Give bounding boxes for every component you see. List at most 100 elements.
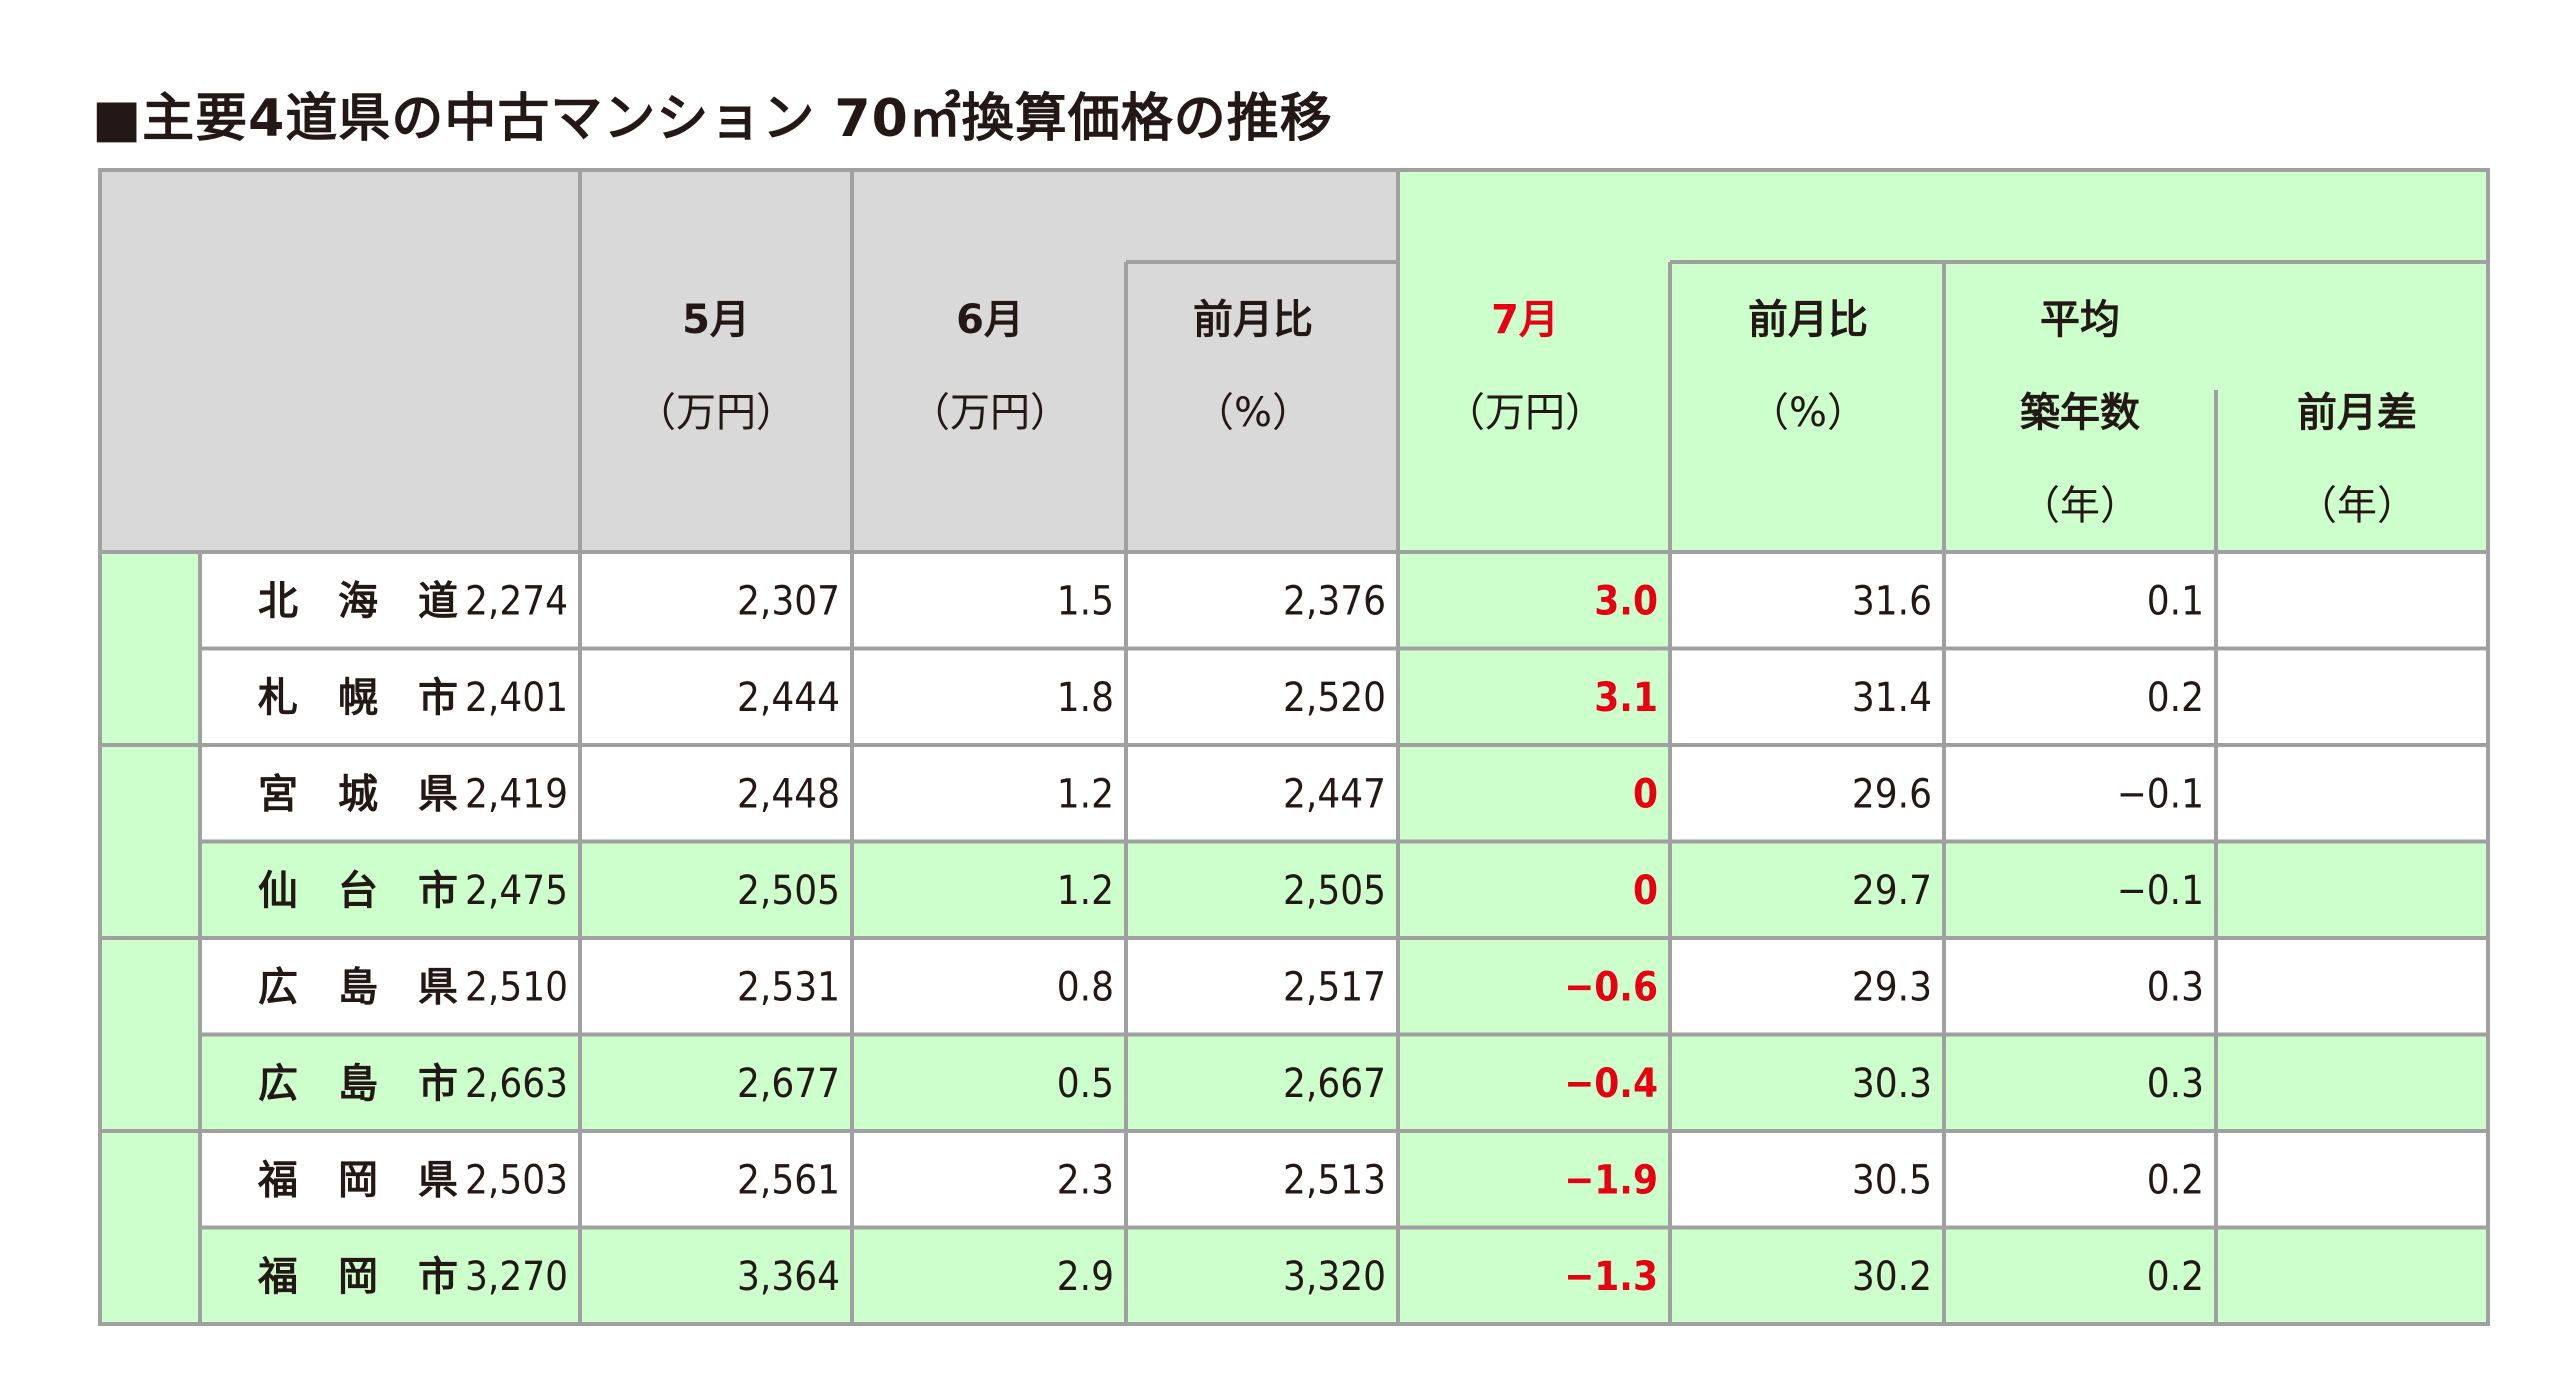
row-bg: [200, 552, 1398, 649]
row-bg: [200, 1131, 1398, 1228]
header-may: 5月: [682, 297, 750, 343]
cell-age-diff: 0.2: [2147, 1157, 2204, 1203]
cell-may: 2,401: [465, 675, 568, 721]
cell-jun: 2,505: [737, 868, 840, 914]
cell-age: 31.4: [1852, 675, 1932, 721]
row-name: 広 島 市: [258, 1061, 458, 1107]
cell-mom1: 1.2: [1057, 868, 1114, 914]
cell-mom2: −1.3: [1564, 1254, 1658, 1300]
table-row: 仙 台 市 2,475 2,505 1.2 2,505 0 29.7 −0.1: [258, 868, 2204, 914]
row-name: 宮 城 県: [258, 771, 458, 817]
cell-jun: 2,531: [737, 964, 840, 1010]
header-jun-unit: （万円）: [910, 390, 1070, 436]
cell-mom2: −0.6: [1564, 964, 1658, 1010]
row-bg: [200, 938, 1398, 1035]
table-row: 福 岡 県 2,503 2,561 2.3 2,513 −1.9 30.5 0.2: [257, 1157, 2204, 1203]
row-bg: [1670, 1131, 2488, 1228]
header-age: 築年数: [2020, 390, 2140, 436]
header-jul: 7月: [1491, 297, 1559, 343]
cell-jul: 2,447: [1283, 771, 1386, 817]
table-fills: [100, 170, 2488, 1324]
cell-may: 2,510: [465, 964, 568, 1010]
cell-mom1: 2.9: [1057, 1254, 1114, 1300]
cell-mom1: 1.8: [1057, 675, 1114, 721]
table-row: 北 海 道 2,274 2,307 1.5 2,376 3.0 31.6 0.1: [258, 578, 2204, 624]
cell-jul: 2,667: [1283, 1061, 1386, 1107]
table-body: 北 海 道 2,274 2,307 1.5 2,376 3.0 31.6 0.1札 幌 市 2,…: [257, 578, 2204, 1300]
table-grid: [98, 168, 2490, 1326]
page-title: ■主要4道県の中古マンション 70㎡換算価格の推移: [92, 89, 1333, 149]
cell-jun: 2,307: [737, 578, 840, 624]
header-mom2-unit: （%）: [1749, 390, 1867, 436]
cell-mom1: 1.5: [1057, 578, 1114, 624]
cell-age-diff: 0.2: [2147, 675, 2204, 721]
cell-age: 30.3: [1852, 1061, 1932, 1107]
row-bg: [1398, 938, 1670, 1035]
row-bg: [200, 745, 1398, 842]
cell-jul: 2,513: [1283, 1157, 1386, 1203]
cell-may: 2,274: [465, 578, 568, 624]
header-mom1: 前月比: [1193, 297, 1313, 343]
row-bg: [1670, 745, 2488, 842]
table-row: 広 島 市 2,663 2,677 0.5 2,667 −0.4 30.3 0.3: [258, 1061, 2204, 1107]
cell-mom1: 2.3: [1057, 1157, 1114, 1203]
header-jul-unit: （万円）: [1445, 390, 1605, 436]
row-name: 北 海 道: [258, 578, 458, 624]
header-may-unit: （万円）: [636, 390, 796, 436]
row-bg: [1670, 938, 2488, 1035]
header-age-diff-unit: （年）: [2297, 483, 2417, 529]
cell-age-diff: 0.3: [2147, 1061, 2204, 1107]
row-bg: [200, 648, 1398, 745]
header-gray-bg: [100, 170, 1398, 552]
header-age-diff: 前月差: [2297, 390, 2417, 436]
cell-may: 2,419: [465, 771, 568, 817]
cell-age: 29.3: [1852, 964, 1932, 1010]
row-name: 福 岡 市: [257, 1254, 458, 1300]
cell-jul: 2,376: [1283, 578, 1386, 624]
cell-jun: 2,677: [737, 1061, 840, 1107]
cell-jul: 3,320: [1283, 1254, 1386, 1300]
cell-mom2: 0: [1633, 771, 1658, 817]
header-mom1-unit: （%）: [1194, 390, 1312, 436]
row-bg: [1670, 648, 2488, 745]
row-name: 福 岡 県: [257, 1157, 458, 1203]
table-header: 5月 （万円） 6月 （万円） 前月比 （%） 7月 （万円） 前月比 （%） …: [636, 297, 2417, 529]
cell-mom1: 1.2: [1057, 771, 1114, 817]
cell-mom1: 0.8: [1057, 964, 1114, 1010]
header-jun: 6月: [956, 297, 1024, 343]
cell-age-diff: 0.3: [2147, 964, 2204, 1010]
table-row: 宮 城 県 2,419 2,448 1.2 2,447 0 29.6 −0.1: [258, 771, 2204, 817]
cell-may: 3,270: [465, 1254, 568, 1300]
row-bg: [1398, 552, 1670, 649]
header-avg: 平均: [2040, 297, 2120, 343]
cell-age-diff: 0.1: [2147, 578, 2204, 624]
cell-jul: 2,505: [1283, 868, 1386, 914]
cell-jun: 2,561: [737, 1157, 840, 1203]
cell-age-diff: −0.1: [2117, 771, 2204, 817]
cell-age: 30.2: [1852, 1254, 1932, 1300]
cell-age: 31.6: [1852, 578, 1932, 624]
row-name: 仙 台 市: [258, 868, 458, 914]
cell-mom2: −0.4: [1564, 1061, 1658, 1107]
cell-mom2: 0: [1633, 868, 1658, 914]
cell-may: 2,663: [465, 1061, 568, 1107]
row-bg: [1398, 1131, 1670, 1228]
table-row: 福 岡 市 3,270 3,364 2.9 3,320 −1.3 30.2 0.2: [257, 1254, 2204, 1300]
cell-age: 30.5: [1852, 1157, 1932, 1203]
cell-jul: 2,517: [1283, 964, 1386, 1010]
header-age-unit: （年）: [2020, 483, 2140, 529]
row-bg: [1398, 745, 1670, 842]
table-row: 札 幌 市 2,401 2,444 1.8 2,520 3.1 31.4 0.2: [258, 675, 2204, 721]
cell-age: 29.6: [1852, 771, 1932, 817]
cell-mom2: −1.9: [1564, 1157, 1658, 1203]
row-bg: [1670, 552, 2488, 649]
row-name: 札 幌 市: [258, 675, 458, 721]
cell-age: 29.7: [1852, 868, 1932, 914]
cell-jun: 2,444: [737, 675, 840, 721]
cell-jun: 3,364: [737, 1254, 840, 1300]
cell-mom2: 3.0: [1594, 578, 1658, 624]
cell-jun: 2,448: [737, 771, 840, 817]
cell-age-diff: 0.2: [2147, 1254, 2204, 1300]
cell-may: 2,503: [465, 1157, 568, 1203]
